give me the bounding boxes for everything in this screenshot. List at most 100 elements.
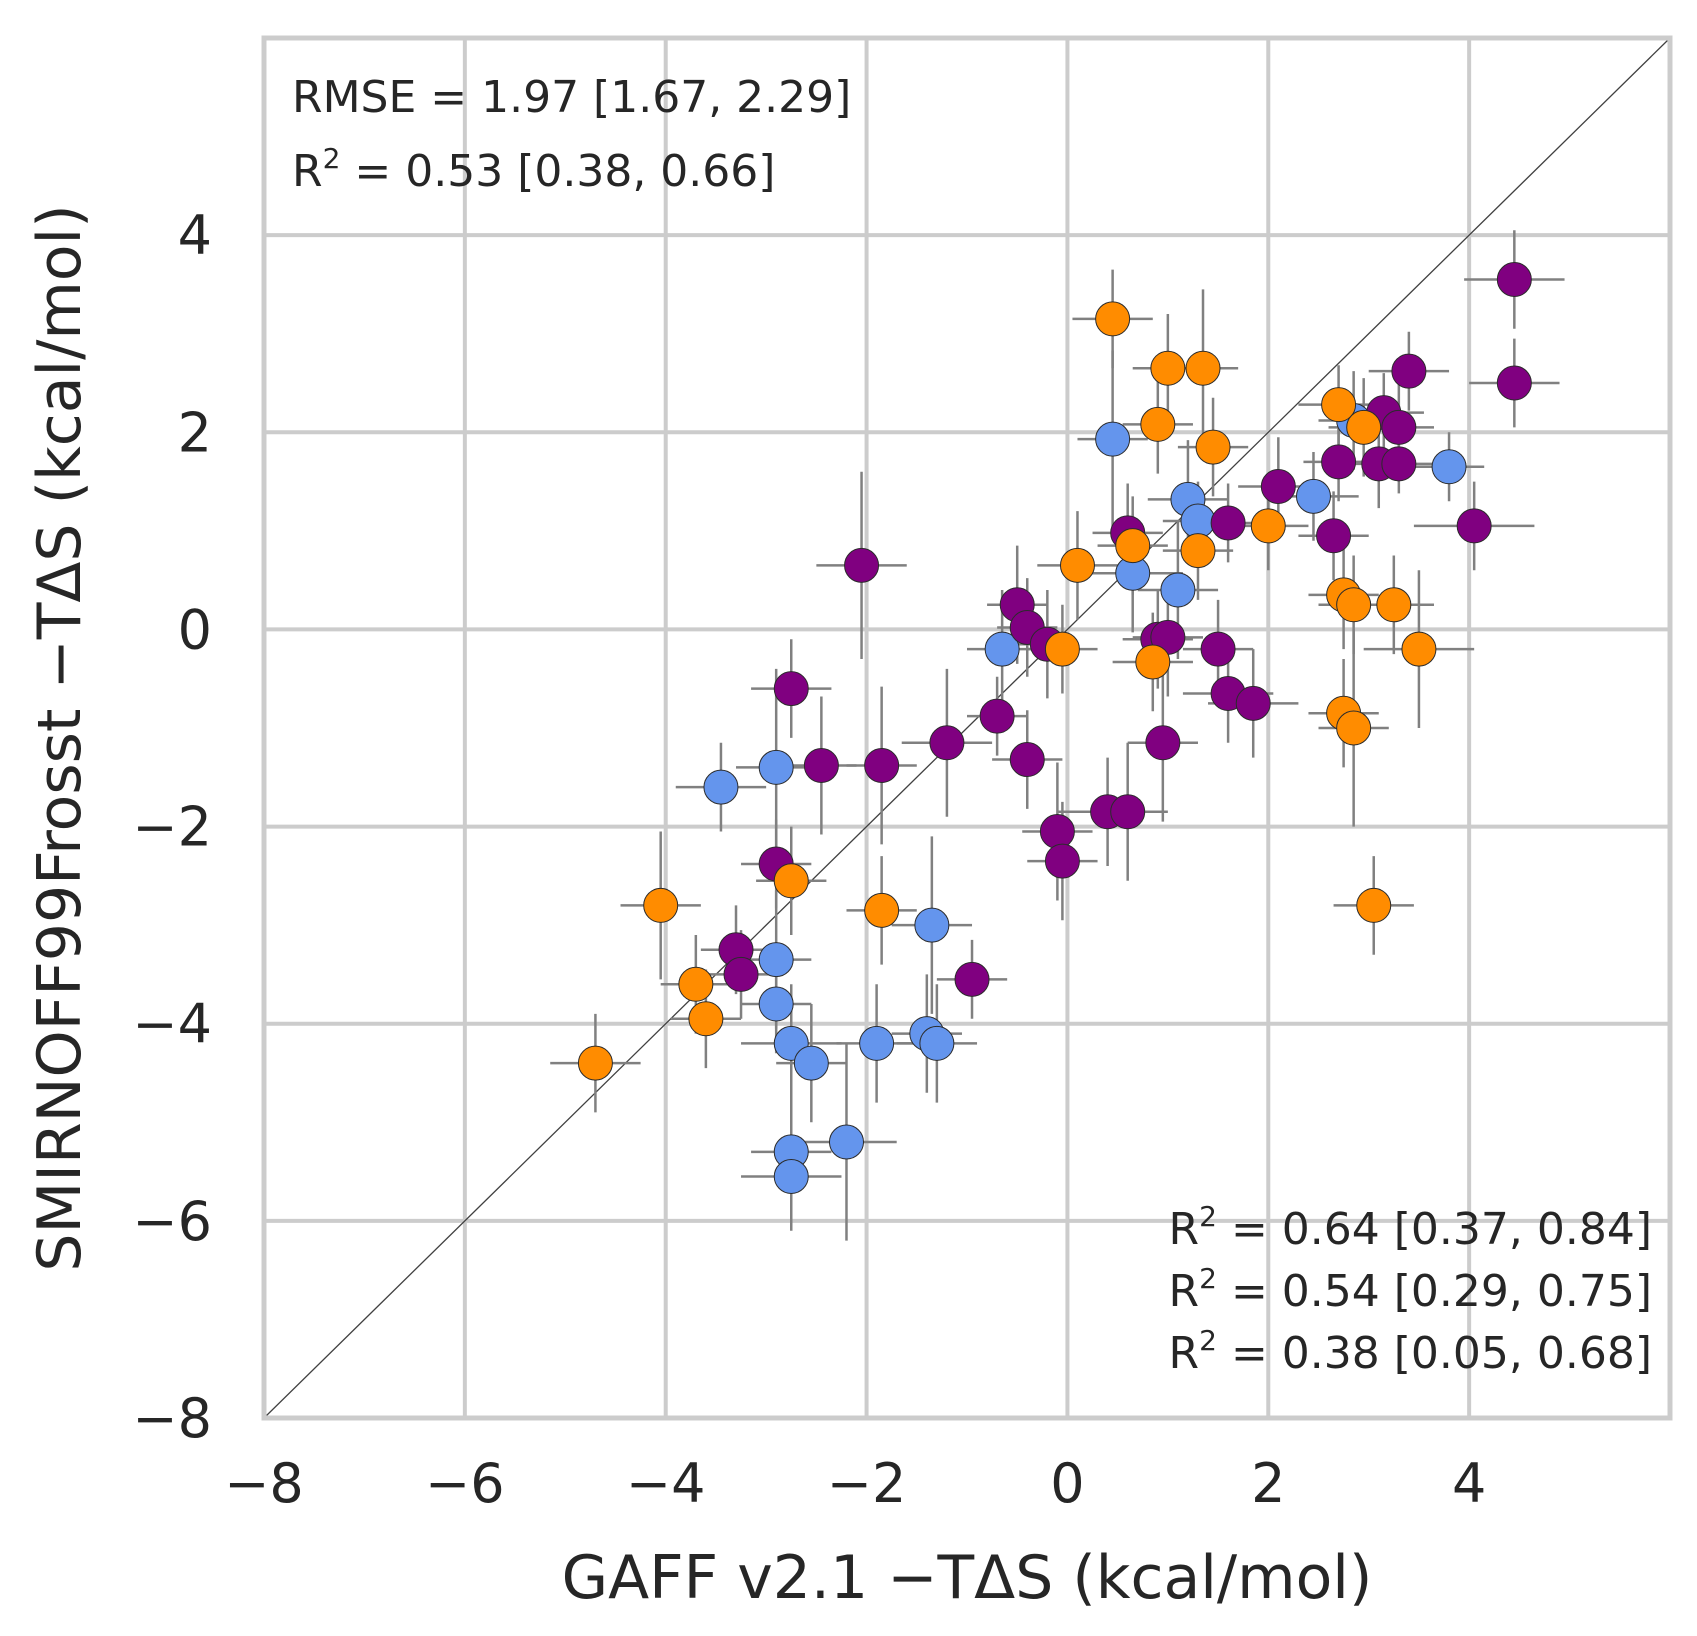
- x-tick-label: 0: [1050, 1452, 1084, 1515]
- r2-series-orange-value: = 0.38 [0.05, 0.68]: [1217, 1328, 1652, 1379]
- y-tick-label: −6: [132, 1190, 212, 1253]
- data-point: [1321, 387, 1357, 423]
- data-point: [864, 747, 900, 783]
- data-point: [678, 966, 714, 1002]
- data-point: [1260, 469, 1296, 504]
- data-point: [577, 1045, 613, 1081]
- data-points: [577, 262, 1532, 1194]
- data-point: [1095, 301, 1131, 337]
- data-point: [1140, 406, 1176, 442]
- data-point: [1145, 725, 1181, 761]
- y-tick-label: 2: [178, 401, 212, 464]
- data-point: [1336, 587, 1372, 623]
- data-point: [1381, 409, 1417, 445]
- data-point: [864, 892, 900, 928]
- x-tick-label: −2: [827, 1452, 907, 1515]
- r2-series-blue-prefix: R: [1169, 1204, 1200, 1255]
- data-point: [1044, 631, 1080, 667]
- data-point: [758, 986, 794, 1022]
- data-point: [1110, 794, 1146, 830]
- data-point: [1496, 262, 1532, 297]
- plot-frame: [261, 35, 1673, 1421]
- series-r2-annotations: R2 = 0.64 [0.37, 0.84] R2 = 0.54 [0.29, …: [1169, 1200, 1652, 1379]
- y-tick-label: −2: [132, 796, 212, 859]
- data-point: [1336, 710, 1372, 746]
- data-point: [984, 631, 1020, 667]
- data-point: [1250, 508, 1286, 544]
- data-point: [1044, 843, 1080, 879]
- data-point: [919, 1025, 955, 1061]
- data-point: [1356, 887, 1392, 923]
- x-axis-label: GAFF v2.1 −TΔS (kcal/mol): [562, 1543, 1373, 1613]
- data-point: [844, 547, 880, 583]
- data-point: [828, 1124, 864, 1160]
- y-tick-labels: −8 −6 −4 −2 0 2 4: [132, 204, 212, 1450]
- data-point: [914, 907, 950, 943]
- data-point: [979, 698, 1015, 734]
- data-point: [703, 769, 739, 805]
- data-point: [1381, 446, 1417, 482]
- data-point: [1295, 478, 1331, 514]
- x-tick-labels: −8 −6 −4 −2 0 2 4: [224, 1452, 1486, 1515]
- x-tick-label: −8: [224, 1452, 304, 1515]
- data-point: [1160, 572, 1196, 608]
- r2-series-blue-annotation: R2 = 0.64 [0.37, 0.84]: [1169, 1200, 1652, 1255]
- data-point: [1496, 365, 1532, 401]
- data-point: [1235, 685, 1271, 721]
- r2-series-blue-superscript: 2: [1199, 1200, 1217, 1233]
- data-point: [1316, 518, 1352, 554]
- data-point: [1195, 429, 1231, 465]
- data-point: [643, 887, 679, 923]
- y-tick-label: 4: [178, 204, 212, 267]
- data-point: [1346, 409, 1382, 445]
- y-tick-label: −8: [132, 1387, 212, 1450]
- rmse-annotation: RMSE = 1.97 [1.67, 2.29]: [292, 72, 851, 123]
- x-tick-label: 2: [1251, 1452, 1285, 1515]
- r2-overall-value: = 0.53 [0.38, 0.66]: [340, 146, 775, 197]
- data-point: [1095, 421, 1131, 457]
- data-point: [1150, 350, 1186, 386]
- data-point: [773, 863, 809, 899]
- data-point: [1321, 444, 1357, 480]
- r2-overall-superscript: 2: [323, 142, 341, 175]
- y-tick-label: −4: [132, 993, 212, 1056]
- r2-series-purple-value: = 0.54 [0.29, 0.75]: [1217, 1266, 1652, 1317]
- data-point: [1115, 528, 1151, 564]
- data-point: [1039, 814, 1075, 849]
- r2-series-orange-superscript: 2: [1199, 1324, 1217, 1357]
- data-point: [1200, 631, 1236, 667]
- r2-series-orange-prefix: R: [1169, 1328, 1200, 1379]
- data-point: [793, 1045, 829, 1081]
- data-point: [859, 1025, 895, 1061]
- data-point: [1401, 631, 1437, 667]
- identity-line: [263, 37, 1671, 1419]
- r2-overall-annotation: R2 = 0.53 [0.38, 0.66]: [292, 142, 775, 197]
- data-point: [773, 671, 809, 707]
- r2-series-orange-annotation: R2 = 0.38 [0.05, 0.68]: [1169, 1324, 1652, 1379]
- data-point: [1431, 449, 1467, 485]
- data-point: [1009, 742, 1045, 778]
- r2-series-blue-value: = 0.64 [0.37, 0.84]: [1217, 1204, 1652, 1255]
- data-point: [758, 749, 794, 785]
- data-point: [688, 1001, 724, 1037]
- data-point: [723, 956, 759, 992]
- grid-lines: [262, 38, 1670, 1420]
- data-point: [1059, 547, 1095, 583]
- data-point: [1376, 587, 1412, 623]
- data-point: [1135, 644, 1171, 680]
- data-point: [1180, 503, 1216, 539]
- x-tick-label: −6: [425, 1452, 505, 1515]
- r2-series-purple-superscript: 2: [1199, 1262, 1217, 1295]
- data-point: [758, 942, 794, 978]
- data-point: [1210, 505, 1246, 541]
- data-point: [1456, 508, 1492, 544]
- data-point: [929, 725, 965, 761]
- y-axis-label: SMIRNOFF99Frosst −TΔS (kcal/mol): [25, 204, 95, 1271]
- r2-overall-prefix: R: [292, 146, 323, 197]
- data-point: [1185, 350, 1221, 386]
- data-point: [803, 747, 839, 783]
- data-point: [1180, 533, 1216, 569]
- x-tick-label: 4: [1452, 1452, 1486, 1515]
- data-point: [1391, 353, 1427, 389]
